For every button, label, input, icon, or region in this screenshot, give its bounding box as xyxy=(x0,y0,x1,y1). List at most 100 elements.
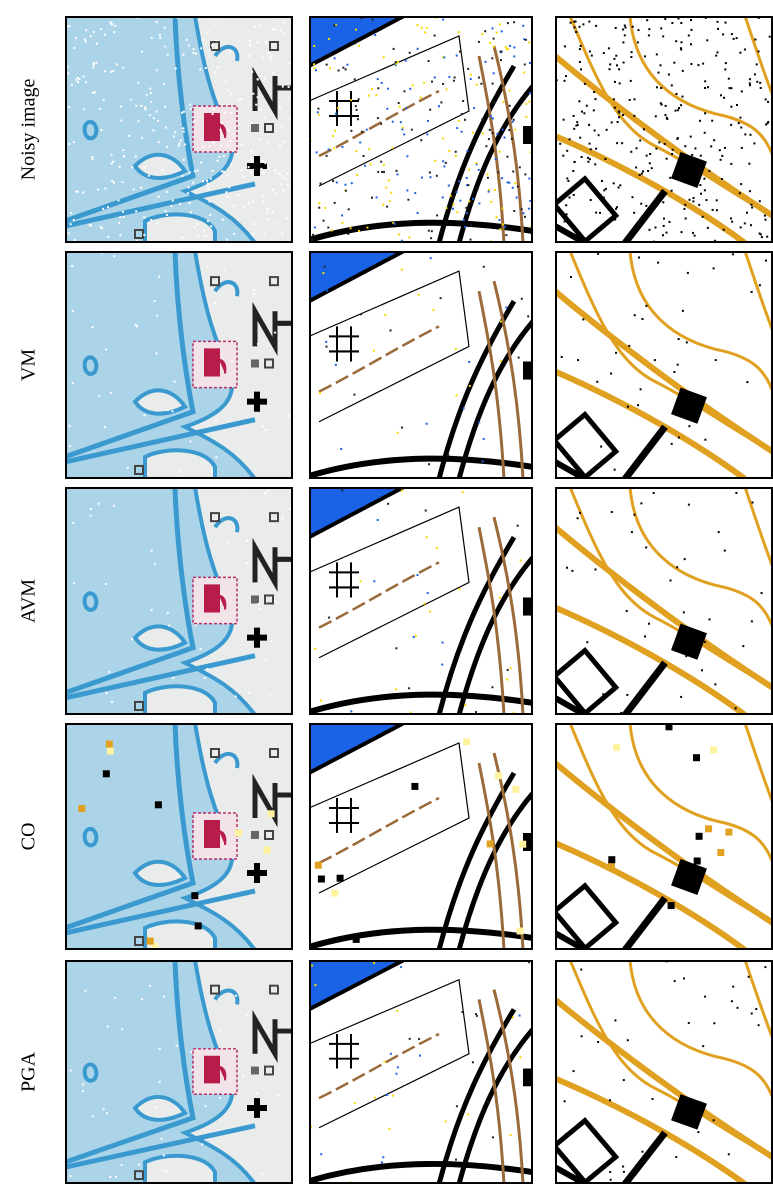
noise-pixel xyxy=(689,199,691,201)
noise-pixel xyxy=(261,168,263,170)
noise-pixel xyxy=(377,519,379,521)
noise-pixel xyxy=(645,205,647,207)
noise-pixel xyxy=(580,969,582,971)
noise-pixel xyxy=(658,141,660,143)
noise-pixel xyxy=(529,62,531,64)
noise-pixel xyxy=(529,92,531,94)
noise-pixel xyxy=(596,381,598,383)
noise-pixel xyxy=(467,1113,469,1115)
noise-pixel xyxy=(347,233,349,235)
noise-pixel xyxy=(219,1097,221,1099)
figure: Noisy imageVMAVMCOPGA xyxy=(0,0,773,1184)
noise-pixel xyxy=(238,98,240,100)
noise-pixel xyxy=(83,76,85,78)
noise-pixel xyxy=(77,81,79,83)
noise-pixel xyxy=(274,600,276,602)
noise-pixel xyxy=(101,227,103,229)
noise-pixel xyxy=(368,148,370,150)
noise-pixel xyxy=(157,222,159,224)
noise-pixel xyxy=(706,39,708,41)
noise-pixel xyxy=(445,162,447,164)
noise-pixel xyxy=(402,127,404,129)
noise-pixel xyxy=(220,145,222,147)
noise-pixel xyxy=(233,233,235,235)
noise-pixel xyxy=(655,148,657,150)
noise-pixel xyxy=(423,82,425,84)
noise-pixel xyxy=(678,437,680,439)
noise-pixel xyxy=(741,147,743,149)
noise-pixel xyxy=(205,67,207,69)
noise-pixel xyxy=(688,504,690,506)
noise-pixel xyxy=(368,95,370,97)
noise-pixel xyxy=(459,51,461,53)
noise-pixel xyxy=(647,170,649,172)
noise-pixel xyxy=(121,120,123,122)
noise-pixel xyxy=(192,182,194,184)
noise-pixel xyxy=(233,205,235,207)
noise-pixel xyxy=(242,1074,244,1076)
noise-pixel xyxy=(580,45,582,47)
noise-pixel xyxy=(284,178,286,180)
noise-pixel xyxy=(289,62,291,64)
noise-pixel xyxy=(172,410,174,412)
noise-pixel xyxy=(166,146,168,148)
noise-pixel xyxy=(181,236,183,238)
noise-pixel xyxy=(205,235,207,237)
noise-pixel xyxy=(521,208,523,210)
noise-pixel xyxy=(345,190,347,192)
noise-pixel xyxy=(141,137,143,139)
noise-pixel xyxy=(693,754,700,761)
noise-pixel xyxy=(487,840,494,847)
noise-pixel xyxy=(480,83,482,85)
noise-pixel xyxy=(430,237,432,239)
noise-pixel xyxy=(210,225,212,227)
noise-pixel xyxy=(314,67,316,69)
noise-pixel xyxy=(749,78,751,80)
noise-pixel xyxy=(72,522,74,524)
noise-pixel xyxy=(671,84,673,86)
noise-pixel xyxy=(572,170,574,172)
noise-pixel xyxy=(167,409,169,411)
noise-pixel xyxy=(724,68,726,70)
noise-pixel xyxy=(646,1153,648,1155)
noise-pixel xyxy=(186,39,188,41)
noise-pixel xyxy=(237,715,239,717)
noise-pixel xyxy=(72,310,74,312)
noise-pixel xyxy=(586,641,588,643)
noise-pixel xyxy=(428,60,430,62)
noise-pixel xyxy=(509,105,511,107)
noise-pixel xyxy=(164,106,166,108)
noise-pixel xyxy=(250,171,252,173)
noise-pixel xyxy=(519,166,521,168)
noise-pixel xyxy=(159,34,161,36)
noise-pixel xyxy=(713,267,715,269)
noise-pixel xyxy=(566,150,568,152)
noise-pixel xyxy=(751,291,753,293)
noise-pixel xyxy=(500,51,502,53)
noise-pixel xyxy=(633,212,635,214)
noise-pixel xyxy=(565,204,567,206)
noise-pixel xyxy=(608,209,610,211)
noise-pixel xyxy=(671,153,673,155)
noise-pixel xyxy=(590,199,592,201)
noise-pixel xyxy=(561,356,563,358)
noise-pixel xyxy=(493,46,495,48)
noise-pixel xyxy=(720,94,722,96)
noise-pixel xyxy=(392,121,394,123)
noise-pixel xyxy=(267,490,269,492)
noise-pixel xyxy=(373,962,375,964)
noise-pixel xyxy=(642,318,644,320)
noise-pixel xyxy=(495,158,497,160)
noise-pixel xyxy=(627,406,629,408)
noise-pixel xyxy=(168,625,170,627)
noise-pixel xyxy=(502,129,504,131)
noise-pixel xyxy=(324,207,326,209)
noise-pixel xyxy=(453,204,455,206)
noise-pixel xyxy=(686,341,688,343)
noise-pixel xyxy=(690,136,692,138)
noise-pixel xyxy=(151,609,153,611)
noise-pixel xyxy=(191,1069,193,1071)
noise-pixel xyxy=(390,329,392,331)
noise-pixel xyxy=(225,191,227,193)
noise-pixel xyxy=(268,168,270,170)
